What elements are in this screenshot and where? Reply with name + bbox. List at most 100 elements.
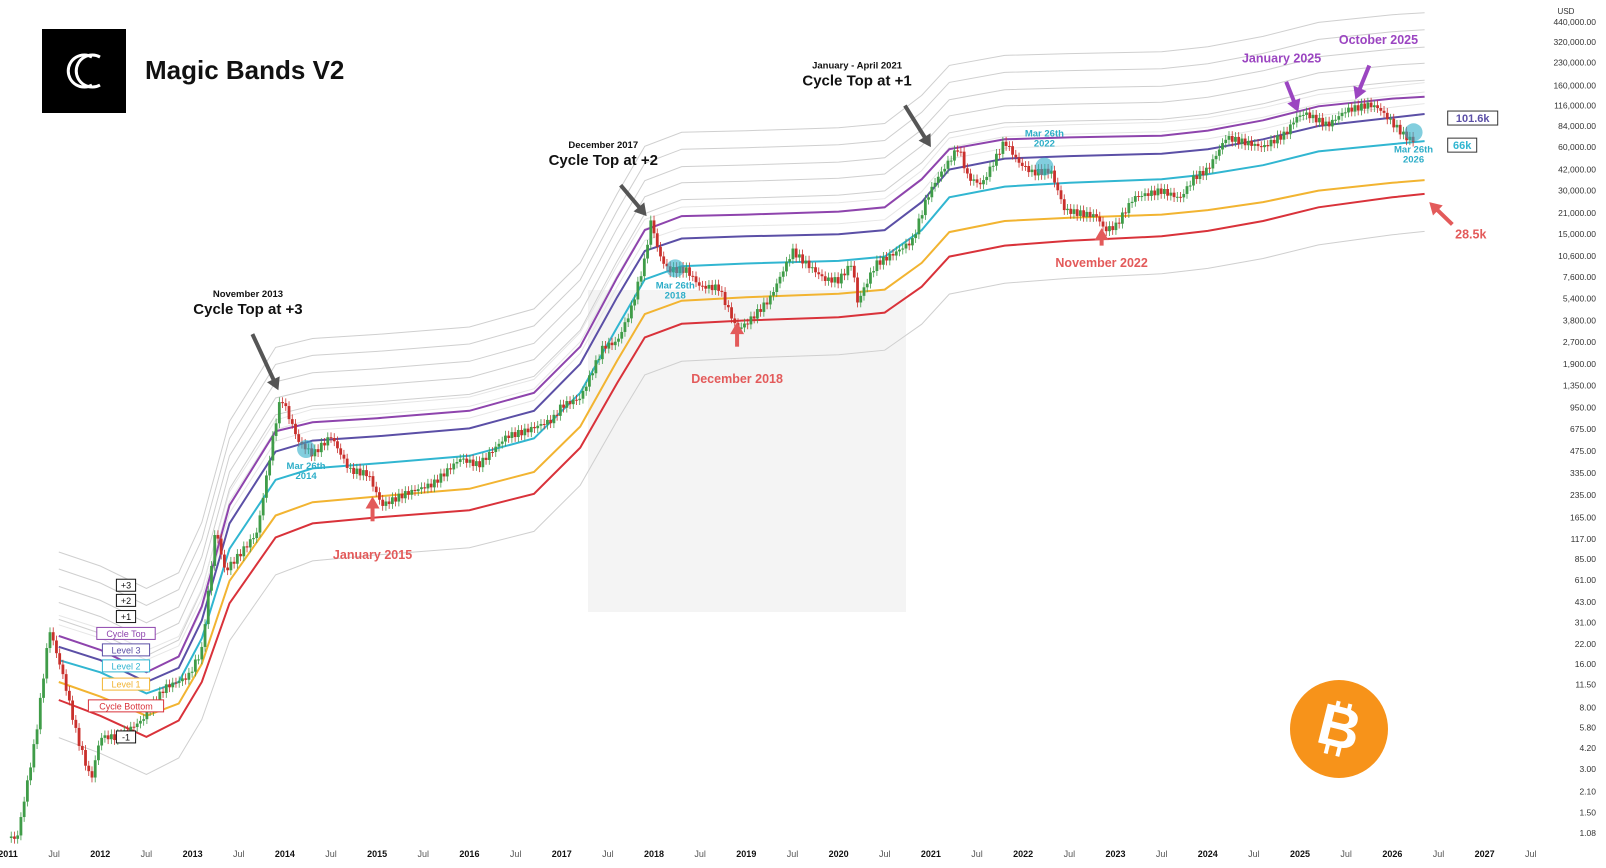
candle-body <box>61 664 65 675</box>
candle-body <box>962 151 966 169</box>
annotation-title: December 2018 <box>691 372 783 386</box>
candle-body <box>807 260 811 269</box>
candle-body <box>1069 208 1073 214</box>
x-tick-label: Jul <box>787 849 799 859</box>
candle-body <box>161 691 165 694</box>
candle-body <box>1402 131 1405 135</box>
y-tick-label: 42,000.00 <box>1558 165 1596 175</box>
y-tick-label: 8.00 <box>1579 702 1596 712</box>
candle-body <box>1398 124 1402 135</box>
candle-body <box>1088 211 1092 218</box>
candle-body <box>552 414 556 424</box>
candle-body <box>1353 105 1357 112</box>
candle-body <box>639 276 643 282</box>
candle-body <box>707 284 711 289</box>
candle-body <box>1117 222 1121 224</box>
candle-body <box>387 501 391 505</box>
candle-body <box>365 470 368 477</box>
candle-body <box>649 220 653 245</box>
candle-body <box>1066 208 1069 211</box>
candle-body <box>591 373 595 376</box>
y-tick-label: 5,400.00 <box>1563 293 1596 303</box>
candle-body <box>355 468 359 474</box>
marker-circle <box>297 440 316 459</box>
candle-body <box>823 276 827 281</box>
candle-body <box>97 745 100 761</box>
candle-body <box>597 359 601 361</box>
candle-body <box>1298 115 1302 117</box>
candle-body <box>872 271 876 273</box>
y-tick-label: 4.20 <box>1579 743 1596 753</box>
candle-body <box>13 836 16 839</box>
candle-body <box>390 497 394 505</box>
candle-body <box>203 624 207 647</box>
candle-body <box>839 273 843 284</box>
candle-body <box>297 434 301 442</box>
candle-body <box>245 546 249 548</box>
y-tick-label: 335.00 <box>1570 468 1596 478</box>
candle-body <box>959 151 963 153</box>
inner-band <box>58 103 1425 673</box>
candle-body <box>781 271 785 277</box>
candle-body <box>581 390 585 399</box>
y-tick-label: 3,800.00 <box>1563 315 1596 325</box>
candle-body <box>426 483 430 489</box>
candle-body <box>982 180 985 185</box>
candle-body <box>610 342 614 346</box>
y-tick-label: 11.50 <box>1575 680 1596 690</box>
band-label-box <box>115 730 137 744</box>
y-tick-label: 235.00 <box>1570 490 1596 500</box>
annotation-title: October 2025 <box>1339 33 1418 47</box>
y-tick-label: 10,600.00 <box>1558 251 1596 261</box>
candle-body <box>620 331 624 339</box>
outer-band-upper <box>58 29 1425 606</box>
candle-body <box>274 423 278 436</box>
candle-body <box>1156 188 1160 196</box>
annotation-title: Cycle Top at +3 <box>193 301 302 318</box>
candle-body <box>917 218 921 235</box>
candle-body <box>1272 139 1276 144</box>
candle-body <box>969 173 972 181</box>
candle-body <box>232 561 236 564</box>
candle-body <box>1059 190 1063 200</box>
candle-body <box>526 428 530 433</box>
candle-body <box>1020 162 1024 166</box>
candle-body <box>542 423 546 425</box>
candle-body <box>717 284 721 291</box>
x-tick-label: Jul <box>1156 849 1168 859</box>
candle-body <box>442 473 446 477</box>
x-tick-label: Jul <box>48 849 60 859</box>
annotation-title: 28.5k <box>1455 228 1486 242</box>
annotation-arrowhead <box>365 496 380 509</box>
y-tick-label: 21,000.00 <box>1558 208 1596 218</box>
candle-body <box>504 435 507 442</box>
candle-body <box>1347 107 1350 113</box>
candle-body <box>849 265 853 267</box>
candle-body <box>25 780 29 802</box>
candle-body <box>1301 114 1305 116</box>
x-tick-label: Jul <box>1433 849 1445 859</box>
candle-body <box>1188 185 1192 187</box>
candle-body <box>9 836 13 838</box>
candle-body <box>242 546 246 557</box>
candle-body <box>223 554 226 568</box>
candle-body <box>1343 112 1347 114</box>
candle-body <box>248 539 252 548</box>
candle-body <box>710 284 714 291</box>
x-tick-label: Jul <box>694 849 706 859</box>
x-tick-label: Jul <box>879 849 891 859</box>
candle-body <box>943 168 947 172</box>
band-level3 <box>58 113 1425 684</box>
candle-body <box>1246 140 1250 146</box>
candle-body <box>481 457 485 468</box>
candle-body <box>827 277 830 281</box>
candle-body <box>1124 212 1128 214</box>
y-tick-label: 230,000.00 <box>1553 58 1596 68</box>
candle-body <box>1192 175 1195 186</box>
y-tick-label: 16.00 <box>1575 659 1597 669</box>
candle-body <box>452 463 456 470</box>
candle-body <box>765 302 769 305</box>
x-tick-label: 2015 <box>367 849 387 859</box>
candle-body <box>1305 112 1308 115</box>
candle-body <box>1062 199 1066 211</box>
